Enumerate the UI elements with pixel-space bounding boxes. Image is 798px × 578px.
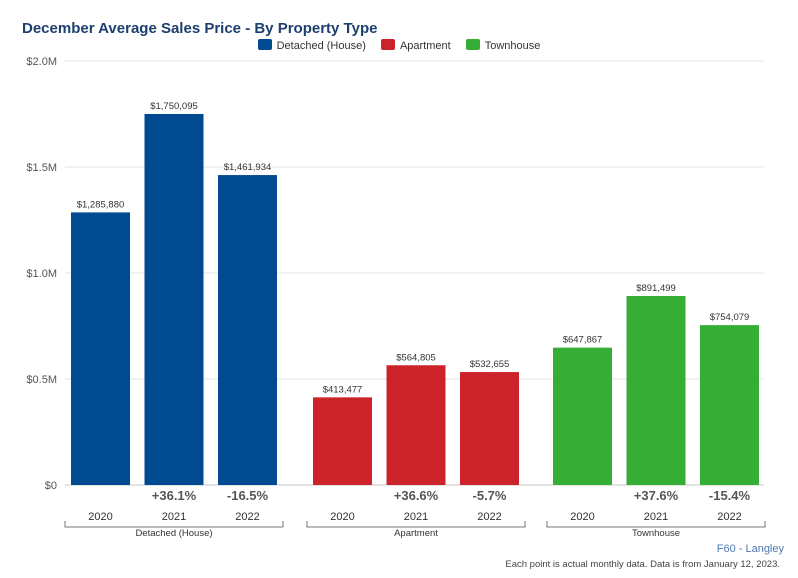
data-label: $891,499 xyxy=(636,283,676,294)
y-tick-label: $2.0M xyxy=(26,56,57,68)
bar-townhouse-2020[interactable] xyxy=(553,347,612,485)
change-label: -15.4% xyxy=(709,488,751,503)
category-label: Detached (House) xyxy=(135,528,212,539)
x-tick-label: 2020 xyxy=(330,511,354,523)
bar-detached-house-2021[interactable] xyxy=(144,113,204,485)
x-tick-label: 2022 xyxy=(477,511,501,523)
bar-apartment-2022[interactable] xyxy=(460,372,519,485)
data-label: $564,805 xyxy=(396,352,436,363)
change-label: +36.1% xyxy=(152,488,197,503)
legend-label-townhouse: Townhouse xyxy=(484,40,541,52)
bar-apartment-2020[interactable] xyxy=(313,397,372,485)
chart-legend: Detached (House) Apartment Townhouse xyxy=(0,39,798,52)
x-tick-label: 2022 xyxy=(717,511,741,523)
footer-region-code: F60 - Langley xyxy=(716,543,784,555)
y-tick-label: $1.5M xyxy=(26,162,57,174)
legend-swatch-apartment xyxy=(380,39,395,50)
chart-title: December Average Sales Price - By Proper… xyxy=(22,20,378,37)
x-tick-label: 2021 xyxy=(162,511,186,523)
change-label: -16.5% xyxy=(227,488,269,503)
legend-item-detached[interactable]: Detached (House) xyxy=(257,39,366,52)
category-label: Apartment xyxy=(394,528,438,539)
bar-townhouse-2022[interactable] xyxy=(700,325,759,485)
bar-apartment-2021[interactable] xyxy=(386,365,446,485)
legend-item-apartment[interactable]: Apartment xyxy=(380,39,451,52)
category-bracket xyxy=(546,521,766,528)
category-bracket xyxy=(64,521,284,528)
legend-swatch-detached xyxy=(257,39,272,50)
data-label: $1,461,934 xyxy=(224,162,272,173)
legend-label-detached: Detached (House) xyxy=(276,40,366,52)
y-tick-label: $0.5M xyxy=(26,374,57,386)
bars: $1,285,880 $1,750,095 +36.1% $1,461,934 -16.… xyxy=(71,101,759,503)
change-label: +37.6% xyxy=(634,488,679,503)
legend-swatch-townhouse xyxy=(465,39,480,50)
x-tick-label: 2020 xyxy=(570,511,594,523)
category-label: Townhouse xyxy=(632,528,680,539)
change-label: +36.6% xyxy=(394,488,439,503)
x-tick-label: 2021 xyxy=(644,511,668,523)
y-tick-label: $1.0M xyxy=(26,268,57,280)
data-label: $413,477 xyxy=(323,384,363,395)
change-label: -5.7% xyxy=(473,488,507,503)
bar-townhouse-2021[interactable] xyxy=(626,296,686,485)
x-tick-label: 2020 xyxy=(88,511,112,523)
bar-detached-house-2022[interactable] xyxy=(218,175,277,485)
footer-note: Each point is actual monthly data. Data … xyxy=(505,559,780,570)
y-tick-label: $0 xyxy=(45,480,57,492)
legend-label-apartment: Apartment xyxy=(399,40,451,52)
data-label: $754,079 xyxy=(710,312,750,323)
x-tick-label: 2022 xyxy=(235,511,259,523)
data-label: $532,655 xyxy=(470,359,510,370)
data-label: $1,285,880 xyxy=(77,199,125,210)
x-tick-label: 2021 xyxy=(404,511,428,523)
bar-detached-house-2020[interactable] xyxy=(71,212,130,485)
x-axis: 2020 2021 2022 Detached (House) 2020 2021 2022… xyxy=(64,511,766,539)
data-label: $647,867 xyxy=(563,335,603,346)
category-bracket xyxy=(306,521,526,528)
legend-item-townhouse[interactable]: Townhouse xyxy=(465,39,541,52)
data-label: $1,750,095 xyxy=(150,101,198,112)
